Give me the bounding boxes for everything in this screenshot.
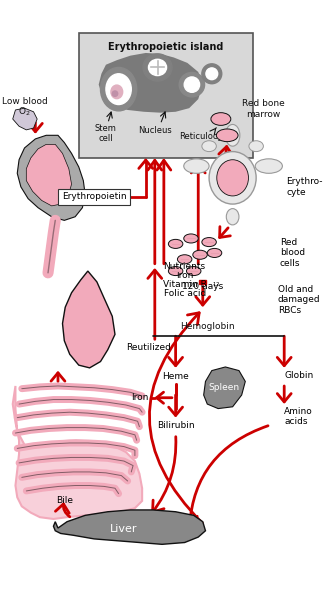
Text: Nucleus: Nucleus: [138, 126, 172, 135]
Text: Hemoglobin: Hemoglobin: [180, 322, 235, 331]
Ellipse shape: [216, 129, 238, 142]
FancyArrowPatch shape: [148, 270, 162, 340]
FancyArrowPatch shape: [183, 426, 268, 526]
Text: Liver: Liver: [110, 524, 138, 534]
Ellipse shape: [148, 59, 167, 76]
FancyArrowPatch shape: [149, 313, 202, 523]
FancyArrowPatch shape: [157, 160, 171, 264]
Ellipse shape: [184, 77, 200, 92]
Text: Iron: Iron: [176, 271, 193, 280]
FancyArrowPatch shape: [55, 504, 70, 517]
Text: Reutilized: Reutilized: [126, 343, 171, 352]
Text: Heme: Heme: [162, 373, 189, 382]
Ellipse shape: [111, 85, 123, 98]
Ellipse shape: [217, 160, 249, 196]
FancyArrowPatch shape: [153, 437, 176, 512]
Text: Bilirubin: Bilirubin: [157, 421, 194, 430]
Text: Old and
damaged
RBCs: Old and damaged RBCs: [278, 285, 320, 315]
FancyArrowPatch shape: [29, 122, 42, 132]
Ellipse shape: [184, 159, 209, 173]
Ellipse shape: [209, 152, 256, 204]
Ellipse shape: [193, 250, 207, 259]
Polygon shape: [99, 53, 203, 113]
Ellipse shape: [226, 209, 239, 225]
Text: Bile: Bile: [56, 496, 73, 505]
Ellipse shape: [206, 68, 218, 80]
FancyArrowPatch shape: [219, 146, 233, 155]
Text: 120 days: 120 days: [182, 282, 223, 291]
FancyArrowPatch shape: [148, 160, 162, 264]
Text: Red bone
marrow: Red bone marrow: [242, 99, 285, 119]
Text: Nutrients: Nutrients: [164, 262, 206, 271]
Ellipse shape: [187, 266, 201, 275]
Circle shape: [112, 91, 118, 97]
Ellipse shape: [143, 54, 172, 81]
Text: Folic acid: Folic acid: [164, 289, 206, 298]
Ellipse shape: [168, 266, 183, 275]
Ellipse shape: [255, 159, 283, 173]
FancyArrowPatch shape: [277, 386, 291, 402]
Ellipse shape: [168, 239, 183, 248]
Ellipse shape: [207, 248, 222, 257]
Text: Spleen: Spleen: [208, 383, 239, 392]
FancyArrowPatch shape: [196, 287, 210, 305]
FancyArrowPatch shape: [51, 373, 65, 382]
Ellipse shape: [179, 73, 204, 97]
Text: Amino
acids: Amino acids: [284, 407, 313, 426]
Text: Erythropoietic island: Erythropoietic island: [108, 42, 223, 52]
Ellipse shape: [226, 124, 240, 146]
Polygon shape: [17, 136, 85, 220]
Text: Globin: Globin: [284, 371, 313, 380]
Text: Reticulocyte: Reticulocyte: [179, 131, 231, 140]
Ellipse shape: [100, 67, 137, 111]
Text: Iron: Iron: [131, 393, 148, 402]
Ellipse shape: [202, 141, 216, 152]
Ellipse shape: [202, 64, 222, 84]
Text: Erythropoietin: Erythropoietin: [62, 193, 126, 202]
FancyArrowPatch shape: [156, 392, 172, 403]
Text: O$_2$: O$_2$: [18, 106, 31, 118]
Ellipse shape: [178, 255, 192, 264]
Text: Low blood: Low blood: [2, 97, 47, 106]
Ellipse shape: [106, 74, 131, 104]
Text: Vitamin B: Vitamin B: [163, 280, 206, 289]
Polygon shape: [13, 108, 37, 130]
Text: $_{12}$: $_{12}$: [212, 280, 220, 289]
Ellipse shape: [249, 141, 263, 152]
FancyArrowPatch shape: [277, 336, 291, 365]
Bar: [199, 280, 206, 284]
Text: Erythro-
cyte: Erythro- cyte: [286, 177, 322, 197]
Ellipse shape: [211, 113, 231, 125]
Ellipse shape: [184, 234, 198, 243]
Polygon shape: [26, 145, 72, 206]
Polygon shape: [53, 510, 205, 544]
FancyArrowPatch shape: [191, 164, 205, 264]
Text: Stem
cell: Stem cell: [95, 124, 117, 143]
FancyArrowPatch shape: [220, 227, 230, 238]
Text: Red
blood
cells: Red blood cells: [280, 238, 305, 268]
Polygon shape: [63, 271, 115, 368]
FancyArrowPatch shape: [169, 395, 182, 415]
FancyArrowPatch shape: [139, 160, 153, 169]
Polygon shape: [204, 367, 245, 409]
FancyArrowPatch shape: [169, 336, 182, 365]
FancyBboxPatch shape: [79, 33, 252, 158]
Ellipse shape: [202, 238, 216, 247]
Polygon shape: [13, 386, 142, 519]
